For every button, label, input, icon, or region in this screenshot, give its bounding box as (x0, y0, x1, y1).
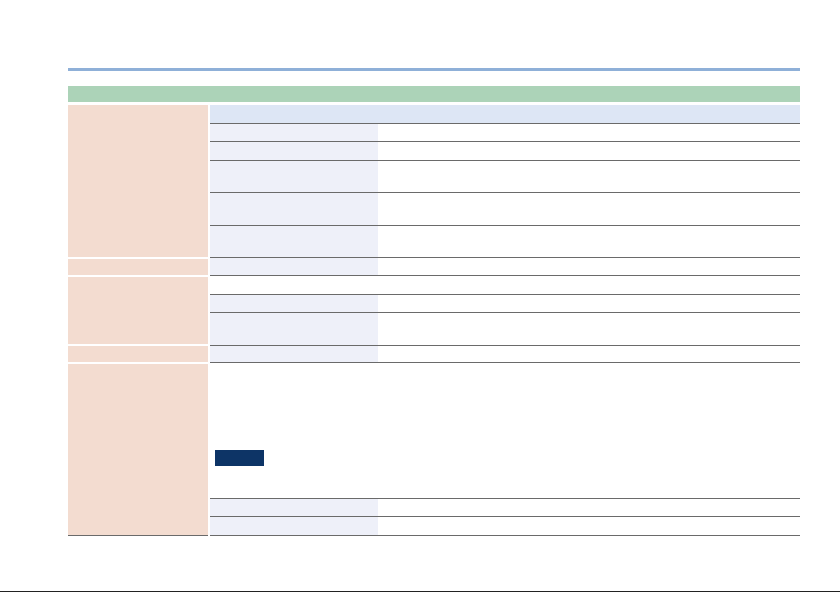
row-line (210, 160, 800, 161)
section-header (68, 86, 800, 102)
note-badge (215, 450, 264, 466)
row-line (210, 123, 800, 124)
label-cell (210, 517, 378, 535)
label-cell (210, 142, 378, 160)
label-cell (210, 124, 378, 141)
group-cell (68, 277, 208, 344)
bottom-rule (0, 591, 840, 592)
row-line (210, 498, 800, 499)
row-line (210, 225, 800, 226)
row-line (68, 535, 208, 536)
group-cell (68, 105, 208, 257)
label-cell (210, 295, 378, 312)
row-line (210, 294, 800, 295)
label-cell (210, 193, 378, 225)
row-line (210, 257, 800, 258)
row-line (210, 141, 800, 142)
group-cell (68, 364, 208, 536)
label-cell (210, 226, 378, 257)
row-line (210, 535, 800, 536)
row-line (210, 192, 800, 193)
row-line (210, 275, 800, 276)
group-cell (68, 259, 208, 275)
row-line (210, 312, 800, 313)
row-line (210, 516, 800, 517)
label-cell (210, 499, 378, 516)
label-cell (210, 161, 378, 192)
label-cell (210, 346, 378, 362)
row-line (210, 345, 800, 346)
column-header (210, 105, 800, 123)
top-rule (68, 68, 800, 71)
group-cell (68, 346, 208, 362)
label-cell (210, 313, 378, 345)
label-cell (210, 258, 378, 275)
row-line (210, 362, 800, 363)
